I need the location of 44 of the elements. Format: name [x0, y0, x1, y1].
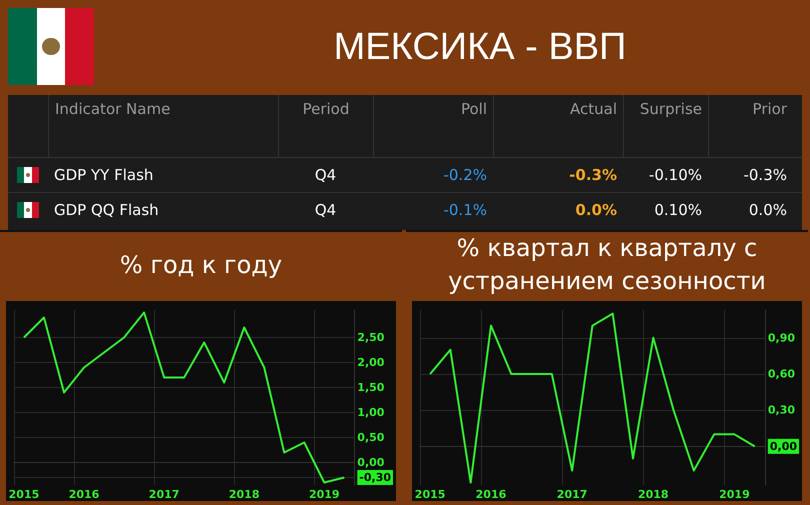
text: Q4: [314, 201, 336, 219]
category-label: Period: [278, 95, 373, 157]
x-tick-label: 2015: [8, 488, 40, 501]
line-series: [22, 312, 346, 484]
text: МЕКСИКА - ВВП: [332, 25, 628, 70]
y-tick-label: 0,90: [768, 331, 796, 344]
x-tick-label: 2017: [148, 488, 180, 501]
x-tick-label: 2018: [228, 488, 260, 501]
text: -0.2%: [443, 166, 487, 184]
x-tick-label: 2018: [638, 488, 669, 501]
text: Q4: [314, 166, 336, 184]
y-tick-label: 1,50: [357, 381, 385, 394]
category-label: Prior: [708, 95, 793, 157]
text: -0.3%: [569, 166, 617, 184]
y-tick-label: 2,00: [357, 356, 385, 369]
category-label: GDP YY Flash: [54, 166, 154, 184]
chart-title: % квартал к кварталу с устранением сезонности: [406, 230, 808, 298]
x-tick-label: 2017: [556, 488, 588, 501]
x-tick-label: 2019: [719, 488, 750, 501]
y-tick-label: -0,30: [359, 471, 392, 484]
x-tick-label: 2015: [414, 488, 446, 501]
y-tick-label: 0,30: [768, 404, 796, 417]
y-tick-label: 0,60: [768, 367, 796, 380]
category-label: Poll: [373, 95, 493, 157]
y-tick-label: 2,50: [357, 331, 385, 344]
category-label: Surprise: [623, 95, 708, 157]
category-label: GDP QQ Flash: [54, 201, 159, 219]
y-tick-label: 1,00: [357, 406, 385, 419]
category-label: Indicator Name: [48, 95, 278, 157]
text: -0.3%: [743, 166, 787, 184]
chart-title: % год к году: [0, 230, 402, 298]
line-series: [429, 312, 756, 484]
x-tick-label: 2019: [308, 488, 340, 501]
y-tick-label: 0,00: [357, 456, 385, 469]
y-tick-label: 0,50: [357, 431, 385, 444]
category-label: Actual: [493, 95, 623, 157]
text: 0.0%: [575, 201, 617, 219]
text: -0.10%: [648, 166, 702, 184]
y-tick-label: 0,00: [770, 440, 798, 453]
text: 0.10%: [654, 201, 702, 219]
text: 0.0%: [748, 201, 787, 219]
text: -0.1%: [443, 201, 487, 219]
x-tick-label: 2016: [68, 488, 100, 501]
x-tick-label: 2016: [476, 488, 507, 501]
